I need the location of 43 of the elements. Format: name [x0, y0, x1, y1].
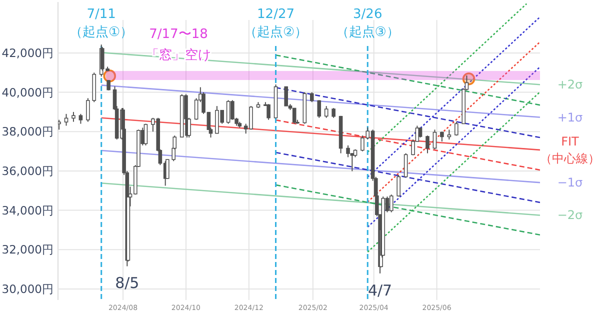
- candlestick: [447, 129, 452, 140]
- candlestick: [440, 131, 444, 142]
- candlestick: [266, 104, 270, 120]
- candlestick: [404, 152, 408, 178]
- candlestick: [324, 106, 328, 118]
- ref-line-label: 7/11 （起点①）: [70, 7, 134, 40]
- candlestick: [58, 119, 61, 130]
- candlestick: [432, 129, 437, 150]
- candlestick: [317, 100, 322, 118]
- annotation: 4/7: [368, 281, 392, 300]
- candlestick: [64, 113, 68, 126]
- ref-line-label: 12/27 （起点②）: [244, 7, 308, 40]
- ref-line-label: 3/26 （起点③）: [336, 7, 400, 40]
- candlestick: [346, 144, 350, 158]
- candlestick: [389, 194, 394, 213]
- y-tick-label: 34,000円: [2, 203, 54, 218]
- y-tick-label: 32,000円: [2, 242, 54, 257]
- candlestick: [86, 98, 90, 122]
- candlestick: [144, 123, 148, 146]
- candlestick: [292, 108, 296, 124]
- series-label: FIT （中心線）: [540, 134, 600, 166]
- candlestick: [310, 92, 314, 103]
- candlestick: [226, 100, 230, 124]
- candlestick: [332, 108, 336, 118]
- candlestick: [396, 174, 400, 198]
- y-tick-label: 38,000円: [2, 124, 54, 139]
- candlestick: [72, 111, 76, 122]
- y-tick-label: 30,000円: [2, 282, 54, 296]
- series-label: −2σ: [557, 208, 584, 222]
- y-tick-label: 40,000円: [2, 85, 54, 100]
- candlestick: [418, 127, 422, 138]
- ref-line: 12/27 （起点②）: [244, 7, 308, 300]
- series-label: −1σ: [557, 176, 584, 190]
- candlestick: [194, 98, 198, 120]
- candlestick: [454, 121, 458, 136]
- candlestick: [426, 135, 430, 154]
- y-tick-label: 42,000円: [2, 46, 54, 60]
- candlestick: [284, 86, 288, 107]
- series-label: +1σ: [557, 110, 584, 124]
- candlestick: [78, 113, 83, 124]
- series-label: +2σ: [557, 78, 584, 92]
- y-tick-label: 36,000円: [2, 164, 54, 178]
- annotation: 8/5: [115, 274, 140, 292]
